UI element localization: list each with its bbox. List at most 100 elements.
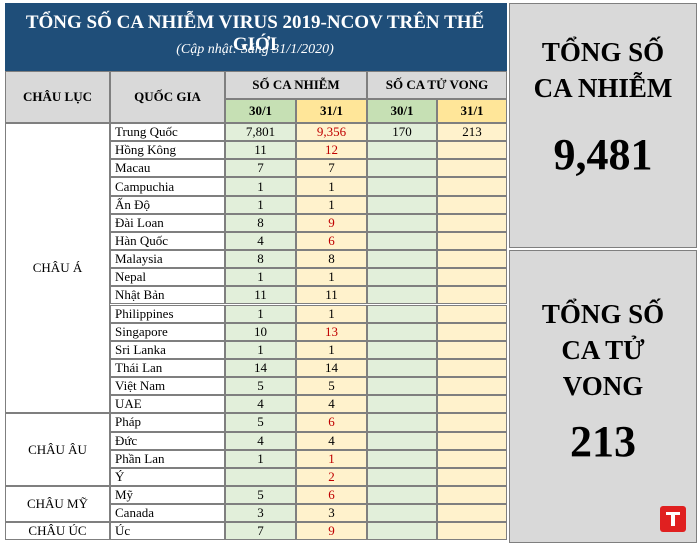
- deaths-header: SỐ CA TỬ VONG: [367, 71, 507, 99]
- value-cell: 5: [296, 377, 367, 396]
- value-cell: [437, 431, 507, 450]
- value-cell: 11: [225, 141, 296, 160]
- value-cell: [367, 268, 437, 287]
- country: Ý: [110, 467, 225, 486]
- value-cell: 13: [296, 322, 367, 341]
- country: Úc: [110, 522, 225, 541]
- date-header: 31/1: [296, 99, 367, 123]
- value-cell: [367, 286, 437, 305]
- value-cell: 1: [225, 449, 296, 468]
- value-cell: 5: [225, 377, 296, 396]
- country: Thái Lan: [110, 358, 225, 378]
- value-cell: [367, 177, 437, 196]
- country: UAE: [110, 395, 225, 414]
- country: Canada: [110, 504, 225, 523]
- value-cell: [367, 159, 437, 178]
- value-cell: [367, 358, 437, 378]
- value-cell: 7: [296, 159, 367, 178]
- value-cell: 5: [225, 486, 296, 505]
- value-cell: 7,801: [225, 123, 296, 142]
- value-cell: [367, 522, 437, 541]
- country: Đài Loan: [110, 213, 225, 232]
- value-cell: 14: [225, 358, 296, 378]
- value-cell: 11: [296, 286, 367, 305]
- value-cell: 1: [225, 177, 296, 196]
- value-cell: [367, 504, 437, 523]
- country: Sri Lanka: [110, 340, 225, 359]
- value-cell: [367, 322, 437, 341]
- value-cell: [437, 195, 507, 214]
- value-cell: 11: [225, 286, 296, 305]
- deaths-label: TỔNG SỐ CA TỬ VONG: [541, 299, 665, 401]
- value-cell: [367, 231, 437, 251]
- country-header: QUỐC GIA: [110, 71, 225, 123]
- country: Pháp: [110, 413, 225, 432]
- value-cell: [437, 231, 507, 251]
- value-cell: 6: [296, 413, 367, 432]
- value-cell: [367, 467, 437, 486]
- value-cell: 1: [225, 268, 296, 287]
- value-cell: 4: [225, 231, 296, 251]
- value-cell: 10: [225, 322, 296, 341]
- value-cell: [437, 413, 507, 432]
- deaths-total: 213: [570, 417, 636, 466]
- value-cell: [367, 213, 437, 232]
- value-cell: 6: [296, 486, 367, 505]
- value-cell: [437, 340, 507, 359]
- value-cell: 2: [296, 467, 367, 486]
- country: Mỹ: [110, 486, 225, 505]
- value-cell: [437, 395, 507, 414]
- country: Ấn Độ: [110, 195, 225, 214]
- country: Singapore: [110, 322, 225, 341]
- value-cell: 7: [225, 159, 296, 178]
- value-cell: 1: [225, 304, 296, 323]
- title: TỔNG SỐ CA NHIỄM VIRUS 2019-NCOV TRÊN TH…: [25, 12, 485, 55]
- value-cell: [437, 268, 507, 287]
- value-cell: [437, 213, 507, 232]
- value-cell: [225, 467, 296, 486]
- value-cell: 1: [225, 340, 296, 359]
- value-cell: [437, 286, 507, 305]
- value-cell: 4: [225, 395, 296, 414]
- infected-box: TỔNG SỐ CA NHIỄM 9,481: [509, 3, 697, 248]
- value-cell: [367, 304, 437, 323]
- value-cell: 170: [367, 123, 437, 142]
- value-cell: 213: [437, 123, 507, 142]
- value-cell: [437, 322, 507, 341]
- value-cell: 14: [296, 358, 367, 378]
- continent: CHÂU Á: [5, 123, 110, 414]
- value-cell: [367, 195, 437, 214]
- value-cell: 12: [296, 141, 367, 160]
- value-cell: [437, 177, 507, 196]
- continent: CHÂU ÂU: [5, 413, 110, 486]
- value-cell: 1: [296, 304, 367, 323]
- value-cell: 5: [225, 413, 296, 432]
- country: Việt Nam: [110, 377, 225, 396]
- country: Philippines: [110, 304, 225, 323]
- country: Campuchia: [110, 177, 225, 196]
- deaths-box: TỔNG SỐ CA TỬ VONG 213: [509, 250, 697, 543]
- value-cell: 1: [296, 195, 367, 214]
- country: Đức: [110, 431, 225, 450]
- continent: CHÂU ÚC: [5, 522, 110, 541]
- date-header: 30/1: [367, 99, 437, 123]
- country: Macau: [110, 159, 225, 178]
- value-cell: [367, 340, 437, 359]
- logo: [660, 506, 686, 532]
- value-cell: 1: [296, 177, 367, 196]
- value-cell: [437, 522, 507, 541]
- value-cell: 4: [296, 431, 367, 450]
- value-cell: [437, 449, 507, 468]
- country: Hàn Quốc: [110, 231, 225, 251]
- value-cell: 8: [225, 213, 296, 232]
- value-cell: [437, 467, 507, 486]
- value-cell: 7: [225, 522, 296, 541]
- value-cell: [437, 486, 507, 505]
- value-cell: 1: [296, 268, 367, 287]
- value-cell: 4: [296, 395, 367, 414]
- value-cell: 9: [296, 213, 367, 232]
- value-cell: [437, 159, 507, 178]
- value-cell: [367, 141, 437, 160]
- value-cell: 3: [225, 504, 296, 523]
